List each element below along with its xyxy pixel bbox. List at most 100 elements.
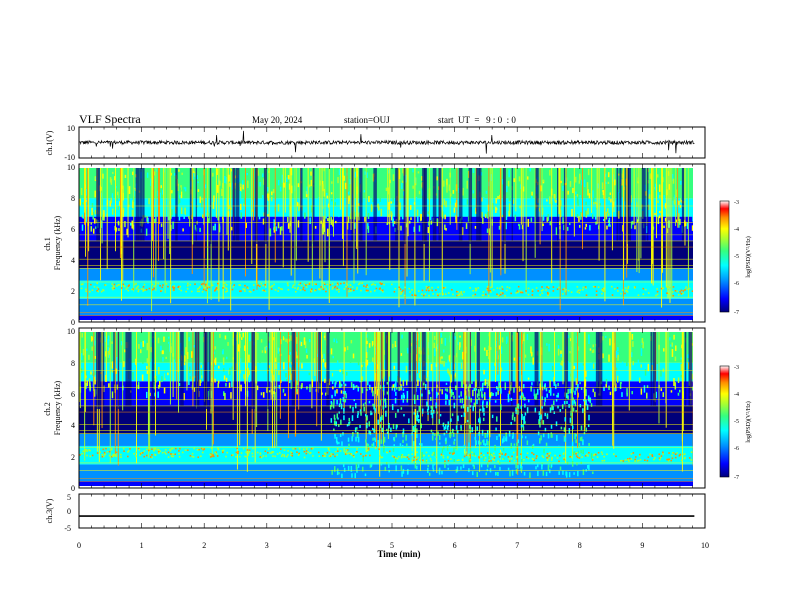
spectrogram-speckle [362, 363, 365, 367]
spectrogram-speckle [508, 194, 511, 201]
spectrogram-speckle [332, 355, 335, 359]
spectrogram-speckle [340, 403, 343, 410]
spectrogram-emission [210, 447, 213, 450]
spectrogram-emission [460, 292, 463, 294]
spectrogram-emission [378, 448, 380, 450]
spectrogram-emission [79, 454, 81, 456]
spectrogram-speckle [522, 186, 525, 192]
spectrogram-emission [118, 283, 120, 286]
spectrogram-emission [133, 452, 135, 455]
spectrogram-speckle [431, 435, 434, 441]
spectrogram-emission [474, 289, 477, 292]
spectrogram-speckle [571, 208, 573, 217]
spectrogram-sferic [438, 332, 440, 424]
spectrogram-speckle [545, 202, 547, 207]
spectrogram-emission [591, 459, 594, 461]
spectrogram-sferic [523, 332, 525, 371]
spectrogram-speckle [369, 464, 372, 468]
spectrogram-emission [691, 290, 693, 292]
spectrogram-speckle [630, 365, 633, 368]
x-tick-label: 6 [453, 541, 457, 550]
spectrogram-emission [489, 289, 491, 292]
ch2-colorbar-ramp [719, 365, 730, 478]
spectrogram-speckle [448, 184, 451, 191]
spectrogram-sferic [346, 168, 348, 297]
spectrogram-speckle [237, 344, 240, 352]
spectrogram-emission [668, 452, 670, 454]
spectrogram-emission [670, 459, 673, 462]
spectrogram-speckle [660, 388, 663, 392]
spectrogram-speckle [314, 225, 317, 229]
spectrogram-emission [265, 455, 267, 457]
spectrogram-speckle [416, 433, 418, 438]
spectrogram-emission [303, 450, 306, 453]
spectrogram-speckle [476, 398, 478, 405]
spectrogram-emission [552, 286, 555, 288]
spectrogram-speckle [445, 200, 447, 208]
spectrogram-speckle [552, 406, 554, 411]
spectrogram-sferic [584, 332, 586, 428]
spectrogram-speckle [395, 447, 398, 453]
spectrogram-speckle [427, 464, 429, 468]
spectrogram-speckle [459, 342, 461, 350]
spectrogram-speckle [692, 196, 693, 201]
spectrogram-emission [305, 284, 307, 286]
spectrogram-emission [126, 286, 129, 289]
spectrogram-emission [237, 450, 239, 453]
spectrogram-speckle [658, 215, 661, 219]
spectrogram-emission [252, 289, 255, 291]
spectrogram-speckle [524, 436, 527, 439]
spectrogram-emission [624, 459, 627, 461]
ch1-ytick-label: 10 [67, 163, 75, 172]
spectrogram-speckle [549, 367, 552, 370]
spectrogram-emission [444, 293, 447, 295]
spectrogram-speckle [506, 449, 509, 453]
spectrogram-emission [135, 287, 138, 290]
spectrogram-speckle [170, 172, 172, 176]
spectrogram-speckle [379, 424, 382, 428]
spectrogram-emission [421, 459, 424, 461]
spectrogram-emission [556, 288, 559, 291]
spectrogram-speckle [306, 354, 308, 359]
spectrogram-speckle [164, 372, 167, 379]
spectrogram-speckle [390, 213, 393, 221]
spectrogram-speckle [428, 351, 430, 356]
spectrogram-emission [674, 290, 677, 292]
spectrogram-speckle [469, 384, 471, 388]
spectrogram-emission [442, 293, 445, 295]
spectrogram-speckle [168, 215, 170, 221]
spectrogram-speckle [572, 425, 574, 430]
spectrogram-emission [217, 448, 220, 451]
spectrogram-emission [552, 290, 555, 292]
spectrogram-speckle [392, 196, 394, 204]
spectrogram-speckle [288, 204, 291, 210]
spectrogram-emission [595, 294, 598, 296]
spectrogram-speckle [469, 424, 471, 429]
spectrogram-emission [179, 285, 181, 288]
spectrogram-speckle [350, 382, 353, 388]
spectrogram-speckle [395, 391, 397, 396]
spectrogram-sferic [343, 332, 345, 414]
spectrogram-speckle [183, 205, 186, 210]
spectrogram-emission [88, 449, 90, 451]
spectrogram-speckle [194, 224, 197, 230]
spectrogram-speckle [325, 214, 327, 219]
spectrogram-speckle [453, 447, 455, 453]
spectrogram-speckle [354, 427, 357, 433]
spectrogram-sferic [151, 168, 153, 312]
spectrogram-emission [413, 456, 416, 459]
spectrogram-sferic [661, 168, 663, 308]
spectrogram-speckle [92, 212, 94, 220]
spectrogram-emission [642, 287, 645, 290]
spectrogram-emission [111, 455, 113, 458]
spectrogram-speckle [571, 346, 573, 354]
spectrogram-emission [442, 456, 445, 459]
spectrogram-speckle [266, 387, 268, 393]
spectrogram-speckle [608, 354, 610, 362]
spectrogram-speckle [240, 212, 243, 219]
spectrogram-emission [435, 456, 438, 459]
spectrogram-emission [415, 458, 418, 461]
spectrogram-speckle [679, 389, 681, 393]
spectrogram-speckle [146, 172, 149, 178]
spectrogram-emission [142, 286, 145, 288]
